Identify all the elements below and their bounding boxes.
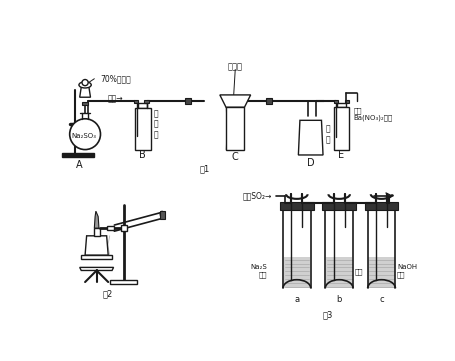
Ellipse shape	[79, 82, 91, 88]
Circle shape	[70, 119, 100, 149]
Bar	[185, 98, 191, 104]
Polygon shape	[298, 120, 322, 155]
Polygon shape	[219, 95, 250, 107]
Bar	[333, 100, 338, 103]
Text: 足量SO₂→: 足量SO₂→	[243, 191, 272, 200]
Bar	[265, 98, 272, 104]
Polygon shape	[94, 211, 99, 228]
Text: 浓
硫
酸: 浓 硫 酸	[153, 109, 158, 139]
Text: 冰
水: 冰 水	[324, 125, 329, 144]
Bar	[110, 280, 137, 283]
Text: 氨气→: 氨气→	[107, 94, 123, 103]
Bar	[81, 255, 112, 259]
Text: 图1: 图1	[199, 164, 209, 173]
Bar	[226, 107, 244, 149]
Bar	[364, 202, 398, 210]
Bar	[344, 100, 349, 103]
Bar	[82, 102, 88, 105]
Text: B: B	[139, 150, 146, 160]
Bar	[135, 108, 150, 150]
Text: 氯水: 氯水	[354, 268, 362, 275]
Polygon shape	[80, 268, 113, 270]
Text: Na₂SO₃: Na₂SO₃	[71, 134, 96, 139]
Text: c: c	[379, 295, 383, 304]
Bar	[120, 225, 126, 231]
Bar	[106, 226, 114, 230]
Text: NaOH
溶液: NaOH 溶液	[396, 265, 416, 278]
Ellipse shape	[160, 212, 165, 219]
Text: A: A	[76, 160, 83, 170]
Text: 70%浓硫酸: 70%浓硫酸	[100, 74, 131, 83]
Bar	[144, 100, 149, 103]
Bar	[133, 100, 138, 103]
Bar	[62, 153, 94, 157]
Text: D: D	[306, 158, 314, 168]
Text: b: b	[336, 295, 341, 304]
Text: C: C	[231, 152, 238, 162]
Bar	[279, 202, 313, 210]
Bar	[138, 103, 147, 108]
Polygon shape	[325, 257, 352, 288]
Bar	[322, 202, 355, 210]
Text: Na₂S
溶液: Na₂S 溶液	[250, 265, 267, 278]
Bar	[93, 228, 100, 236]
Text: 足量
Ba(NO₃)₂溶液: 足量 Ba(NO₃)₂溶液	[353, 107, 392, 121]
Circle shape	[82, 79, 88, 86]
Bar	[333, 107, 349, 149]
Text: 图3: 图3	[322, 310, 332, 319]
Text: E: E	[338, 150, 344, 160]
Polygon shape	[85, 236, 108, 255]
Polygon shape	[80, 87, 90, 97]
Bar	[159, 211, 165, 219]
Polygon shape	[283, 257, 309, 288]
Text: 催化剂: 催化剂	[227, 62, 242, 71]
Bar	[336, 103, 345, 107]
Text: 图2: 图2	[103, 289, 113, 298]
Polygon shape	[368, 257, 394, 288]
Text: a: a	[293, 295, 299, 304]
